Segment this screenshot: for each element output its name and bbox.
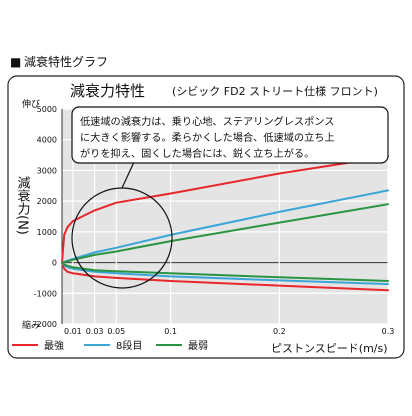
series-line-最強-compression: [61, 261, 389, 292]
chart-subtitle: (シビック FD2 ストリート仕様 フロント): [172, 84, 378, 98]
y-tick-label: 2000: [37, 197, 57, 206]
x-tick-label: 0.05: [107, 327, 125, 336]
y-tick-label: -2000: [34, 320, 57, 329]
series-line-最弱-extension: [61, 203, 389, 264]
annotation-box: [71, 106, 389, 164]
x-tick-label: 0.1: [164, 327, 177, 336]
annotation-line: がりを抑え、固くした場合には、鋭く立ち上がる。: [80, 147, 314, 160]
x-tick-label: 0.01: [64, 327, 82, 336]
section-title: 減衰特性グラフ: [24, 54, 108, 69]
y-compression-label: 縮み: [22, 319, 40, 331]
x-tick-label: 0.03: [86, 327, 104, 336]
annotation-pointer: [121, 161, 135, 189]
legend-label: 最強: [44, 339, 64, 352]
y-tick-label: 0: [52, 259, 57, 268]
y-extension-label: 伸び: [22, 98, 40, 110]
y-tick-label: 4000: [37, 136, 57, 145]
y-tick-label: 1000: [37, 228, 57, 237]
y-axis-label: 減衰力(N): [15, 175, 31, 234]
legend: 最強 8段目 最弱: [12, 339, 208, 352]
y-tick-label: 3000: [37, 166, 57, 175]
annotation-text: 低速域の減衰力は、乗り心地、ステアリングレスポンスに大きく影響する。柔らかくした…: [80, 115, 335, 160]
x-tick-label: 0.2: [273, 327, 286, 336]
section-marker: ■: [10, 55, 21, 69]
series-group: [61, 155, 389, 292]
x-tick-labels: 0.01 0.03 0.05 0.1 0.2 0.3: [64, 327, 394, 336]
annotation-line: 低速域の減衰力は、乗り心地、ステアリングレスポンス: [80, 115, 334, 128]
x-tick-label: 0.3: [382, 327, 395, 336]
legend-label: 8段目: [116, 339, 142, 352]
legend-label: 最弱: [188, 340, 208, 352]
y-tick-label: 5000: [37, 105, 57, 114]
annotation-line: に大きく影響する。柔らかくした場合、低速域の立ち上: [80, 131, 335, 144]
chart-title: 減衰力特性: [70, 82, 145, 100]
x-axis-label: ピストンスピード(m/s): [271, 342, 388, 355]
series-line-最強-extension: [61, 155, 389, 264]
series-line-最弱-compression: [61, 261, 389, 282]
y-tick-label: -1000: [34, 289, 57, 298]
y-tick-labels: 5000 4000 3000 2000 1000 0 -1000 -2000: [34, 105, 57, 329]
